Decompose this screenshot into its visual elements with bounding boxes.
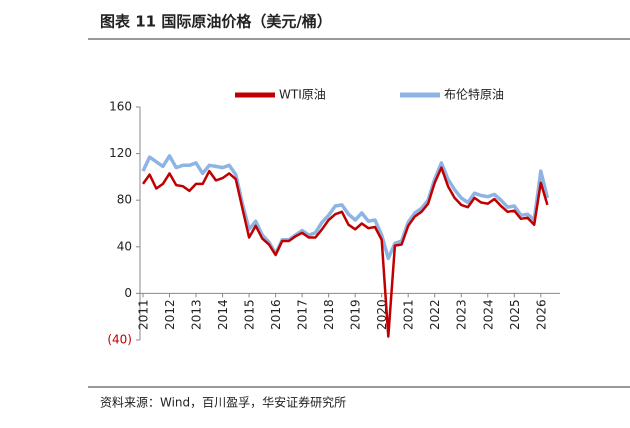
y-tick-label: 80 bbox=[117, 193, 132, 207]
series-line bbox=[141, 166, 549, 338]
x-tick-label: 2011 bbox=[137, 299, 151, 330]
y-tick-label: (40) bbox=[107, 333, 132, 347]
x-tick-label: 2014 bbox=[216, 299, 230, 330]
legend-label: 布伦特原油 bbox=[444, 87, 504, 102]
x-tick-label: 2026 bbox=[534, 299, 548, 330]
x-tick-label: 2013 bbox=[190, 299, 204, 330]
y-tick-label: 40 bbox=[117, 239, 132, 253]
series-line bbox=[141, 154, 550, 261]
x-tick-label: 2016 bbox=[269, 299, 283, 330]
x-tick-label: 2024 bbox=[481, 299, 495, 330]
x-tick-label: 2022 bbox=[428, 299, 442, 330]
x-tick-label: 2021 bbox=[402, 299, 416, 330]
x-tick-label: 2019 bbox=[349, 299, 363, 330]
x-tick-label: 2012 bbox=[163, 299, 177, 330]
source: 资料来源：Wind，百川盈孚，华安证券研究所 bbox=[100, 395, 346, 410]
y-tick-label: 0 bbox=[124, 286, 132, 300]
y-tick-label: 160 bbox=[109, 100, 132, 114]
chart-title: 图表 11 国际原油价格（美元/桶） bbox=[100, 13, 332, 31]
x-tick-label: 2018 bbox=[322, 299, 336, 330]
x-tick-label: 2023 bbox=[455, 299, 469, 330]
y-tick-label: 120 bbox=[109, 146, 132, 160]
x-tick-label: 2017 bbox=[296, 299, 310, 330]
x-tick-label: 2015 bbox=[243, 299, 257, 330]
legend-label: WTI原油 bbox=[279, 88, 326, 102]
x-tick-label: 2025 bbox=[508, 299, 522, 330]
